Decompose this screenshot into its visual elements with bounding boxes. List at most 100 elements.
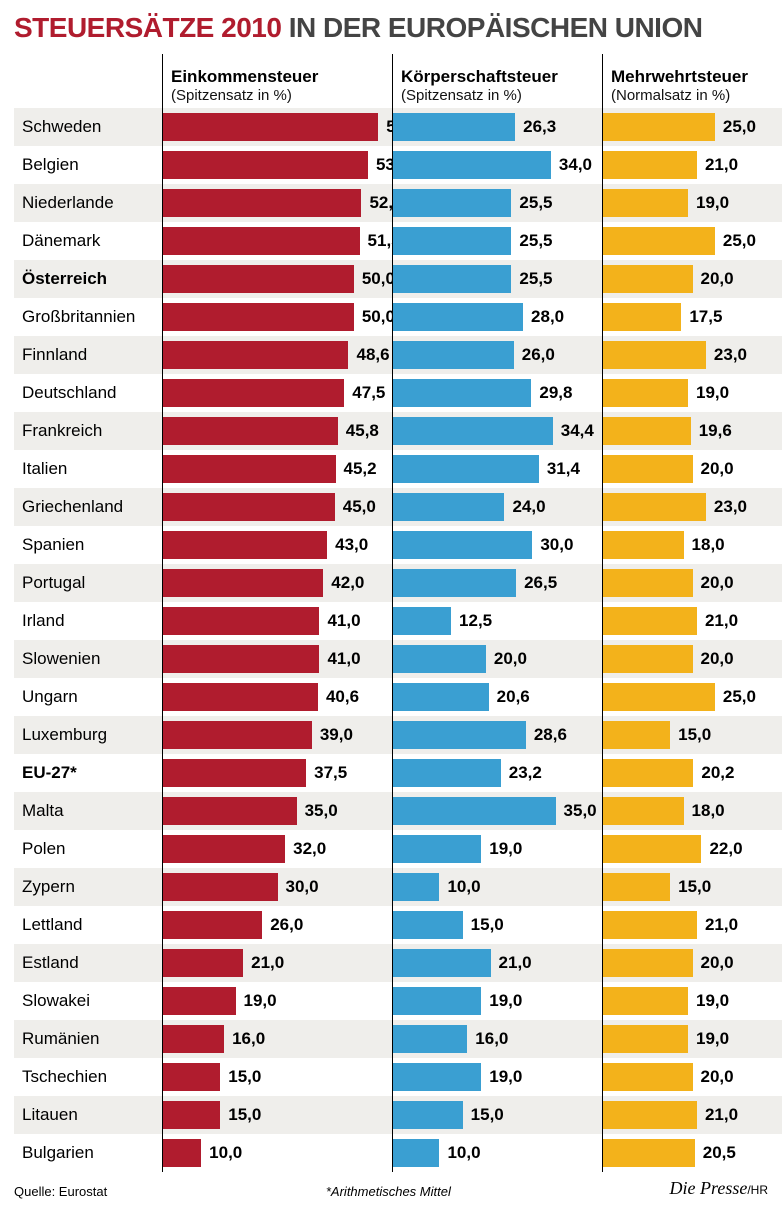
chart-grid: SchwedenBelgienNiederlandeDänemarkÖsterr… [14, 54, 768, 1172]
bar-row: 20,0 [603, 640, 782, 678]
metric-column: Einkommensteuer(Spitzensatz in %)56,453,… [162, 54, 392, 1172]
bar-value: 23,2 [509, 763, 542, 783]
brand-name: Die Presse [670, 1178, 748, 1198]
bar-row: 37,5 [163, 754, 392, 792]
bar [603, 1063, 693, 1091]
bar-wrap: 41,0 [163, 602, 392, 640]
bar [603, 1101, 697, 1129]
bar [603, 721, 670, 749]
bar-row: 48,6 [163, 336, 392, 374]
bar [393, 455, 539, 483]
bar [163, 493, 335, 521]
bar [603, 493, 706, 521]
bar-row: 16,0 [163, 1020, 392, 1058]
bar-row: 53,7 [163, 146, 392, 184]
bar-wrap: 25,5 [393, 222, 602, 260]
bar-row: 34,4 [393, 412, 602, 450]
bar-row: 18,0 [603, 792, 782, 830]
bar-wrap: 51,5 [163, 222, 392, 260]
country-label: Dänemark [14, 222, 162, 260]
bar [163, 873, 278, 901]
bar-value: 10,0 [447, 1143, 480, 1163]
bar [393, 379, 531, 407]
bar-value: 32,0 [293, 839, 326, 859]
bar-row: 17,5 [603, 298, 782, 336]
bar [163, 721, 312, 749]
bar-wrap: 21,0 [603, 1096, 782, 1134]
bar-wrap: 19,6 [603, 412, 782, 450]
bar [393, 1063, 481, 1091]
bar-value: 16,0 [232, 1029, 265, 1049]
bar [603, 797, 684, 825]
bar-value: 15,0 [228, 1105, 261, 1125]
bar-value: 45,2 [344, 459, 377, 479]
bar-value: 41,0 [327, 611, 360, 631]
bar-value: 19,6 [699, 421, 732, 441]
bar-row: 51,5 [163, 222, 392, 260]
bar-row: 19,0 [163, 982, 392, 1020]
bar-value: 15,0 [471, 915, 504, 935]
country-label: Tschechien [14, 1058, 162, 1096]
bar-value: 42,0 [331, 573, 364, 593]
bar-value: 18,0 [692, 535, 725, 555]
bar [163, 569, 323, 597]
bar-wrap: 15,0 [393, 906, 602, 944]
bar-row: 19,0 [393, 1058, 602, 1096]
bar-value: 15,0 [471, 1105, 504, 1125]
bar [163, 113, 378, 141]
bar-value: 21,0 [705, 155, 738, 175]
bar [393, 1139, 439, 1167]
bar [603, 607, 697, 635]
bar [603, 835, 701, 863]
bar-value: 19,0 [244, 991, 277, 1011]
bar-value: 40,6 [326, 687, 359, 707]
bar-wrap: 56,4 [163, 108, 392, 146]
country-label: Niederlande [14, 184, 162, 222]
bar [603, 531, 684, 559]
bar-wrap: 20,0 [393, 640, 602, 678]
bar-row: 23,0 [603, 336, 782, 374]
bar-wrap: 42,0 [163, 564, 392, 602]
bar-row: 45,0 [163, 488, 392, 526]
country-label: Belgien [14, 146, 162, 184]
bar-value: 47,5 [352, 383, 385, 403]
bar-wrap: 43,0 [163, 526, 392, 564]
bar [393, 303, 523, 331]
bar-wrap: 53,7 [163, 146, 392, 184]
bar-wrap: 28,0 [393, 298, 602, 336]
bar [393, 721, 526, 749]
metric-title: Einkommensteuer [171, 67, 318, 87]
bar-row: 15,0 [163, 1096, 392, 1134]
bar [163, 1139, 201, 1167]
bar-wrap: 34,0 [393, 146, 602, 184]
title-accent: STEUERSÄTZE 2010 [14, 12, 281, 43]
bar [163, 227, 360, 255]
bar-wrap: 23,0 [603, 488, 782, 526]
bar-wrap: 45,2 [163, 450, 392, 488]
bar [163, 379, 344, 407]
bar-value: 19,0 [696, 991, 729, 1011]
bar-row: 19,0 [603, 982, 782, 1020]
bar-wrap: 21,0 [393, 944, 602, 982]
bar-value: 20,0 [494, 649, 527, 669]
bar [603, 569, 693, 597]
bar-value: 25,5 [519, 193, 552, 213]
bar-row: 40,6 [163, 678, 392, 716]
bar [163, 303, 354, 331]
bar-value: 24,0 [512, 497, 545, 517]
bar [603, 265, 693, 293]
bar [163, 645, 319, 673]
bar-row: 25,5 [393, 260, 602, 298]
bar [163, 1063, 220, 1091]
bar-row: 20,0 [603, 260, 782, 298]
country-label: Ungarn [14, 678, 162, 716]
bar-wrap: 19,0 [603, 982, 782, 1020]
bar-value: 21,0 [705, 1105, 738, 1125]
bar-wrap: 41,0 [163, 640, 392, 678]
metric-title: Mehrwehrtsteuer [611, 67, 748, 87]
bar [393, 493, 504, 521]
bar-value: 25,0 [723, 687, 756, 707]
bar-row: 15,0 [393, 906, 602, 944]
bar-wrap: 32,0 [163, 830, 392, 868]
bar [393, 265, 511, 293]
